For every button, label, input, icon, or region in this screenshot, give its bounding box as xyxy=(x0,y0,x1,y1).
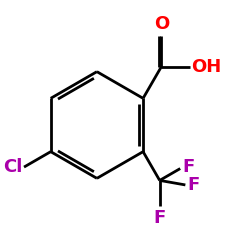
Text: F: F xyxy=(187,176,200,194)
Text: F: F xyxy=(182,158,194,176)
Text: Cl: Cl xyxy=(3,158,22,176)
Text: O: O xyxy=(154,15,169,33)
Text: OH: OH xyxy=(191,58,221,76)
Text: F: F xyxy=(154,209,166,227)
